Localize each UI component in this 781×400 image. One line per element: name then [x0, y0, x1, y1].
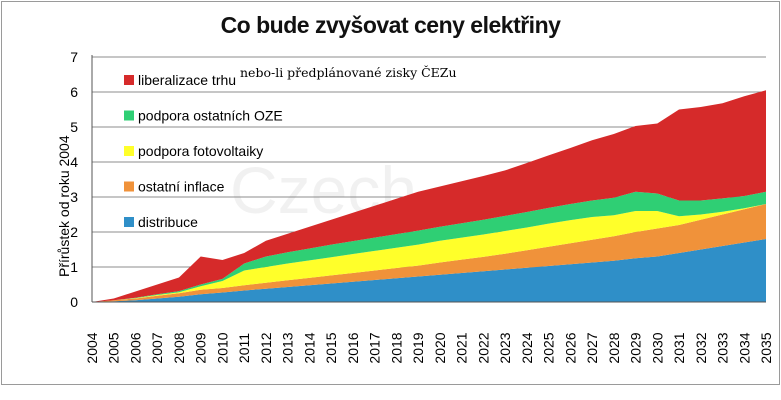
x-tick-label: 2025: [541, 332, 557, 363]
area-series-ostatni_inflace: [92, 204, 766, 302]
x-tick-label: 2032: [693, 332, 709, 363]
y-tick-labels: 0 1 2 3 4 5 6 7: [70, 49, 78, 310]
x-tick-labels: 2004 2005 2006 2007 2008 2009 2010 2011 2012 2013…: [84, 332, 774, 363]
x-tick-label: 2033: [715, 332, 731, 363]
area-series-liberalizace_trhu: [92, 90, 766, 302]
legend-swatch-distribuce: [124, 217, 134, 227]
area-series-group: [92, 90, 766, 302]
x-tick-label: 2024: [519, 332, 535, 363]
area-series-distribuce: [92, 239, 766, 302]
x-tick-label: 2034: [736, 332, 752, 363]
x-tick-label: 2022: [475, 332, 491, 363]
legend-label-ostatni_inflace: ostatní inflace: [138, 179, 225, 195]
area-series-podpora_fotovoltaiky: [92, 204, 766, 302]
legend-label-liberalizace_trhu: liberalizace trhu: [138, 72, 236, 88]
x-tick-label: 2027: [584, 332, 600, 363]
y-tick-label: 3: [70, 189, 78, 205]
x-tick-label: 2004: [84, 332, 100, 363]
x-tick-label: 2019: [410, 332, 426, 363]
legend-swatch-liberalizace_trhu: [124, 75, 134, 85]
x-tick-label: 2016: [345, 332, 361, 363]
x-tick-label: 2021: [454, 332, 470, 363]
y-tick-label: 5: [70, 119, 78, 135]
x-tick-label: 2035: [758, 332, 774, 363]
x-tick-label: 2030: [649, 332, 665, 363]
legend-swatch-podpora_ostatnich_oze: [124, 110, 134, 121]
x-tick-label: 2007: [149, 332, 165, 363]
x-tick-label: 2017: [367, 332, 383, 363]
x-tick-label: 2010: [214, 332, 230, 363]
x-tick-label: 2031: [671, 332, 687, 363]
x-tick-label: 2008: [171, 332, 187, 363]
y-axis-label: Přírůstek od roku 2004: [56, 135, 72, 277]
axes: [91, 55, 766, 303]
legend-swatch-ostatni_inflace: [124, 181, 134, 192]
x-tick-label: 2009: [193, 332, 209, 363]
x-tick-label: 2013: [280, 332, 296, 363]
x-tick-label: 2018: [388, 332, 404, 363]
legend-label-distribuce: distribuce: [138, 214, 198, 230]
x-tick-label: 2011: [236, 333, 252, 363]
annotation-text: nebo-li předplánované zisky ČEZu: [240, 64, 457, 80]
legend-swatch-podpora_fotovoltaiky: [124, 146, 134, 156]
x-tick-label: 2005: [106, 332, 122, 363]
y-tick-label: 0: [70, 294, 78, 310]
y-tick-label: 7: [70, 49, 78, 65]
x-tick-label: 2006: [127, 332, 143, 363]
y-tick-label: 2: [70, 224, 78, 240]
x-tick-label: 2020: [432, 332, 448, 363]
chart-title: Co bude zvyšovat ceny elektřiny: [220, 12, 561, 38]
x-tick-label: 2029: [628, 332, 644, 363]
y-tick-label: 6: [70, 84, 78, 100]
y-tick-label: 4: [70, 154, 78, 170]
y-tick-label: 1: [70, 259, 78, 275]
area-series-podpora_ostatnich_oze: [92, 191, 766, 302]
legend-label-podpora_fotovoltaiky: podpora fotovoltaiky: [138, 143, 263, 159]
x-tick-label: 2023: [497, 332, 513, 363]
x-tick-label: 2028: [606, 332, 622, 363]
x-tick-label: 2014: [301, 332, 317, 363]
x-tick-label: 2015: [323, 332, 339, 363]
legend-label-podpora_ostatnich_oze: podpora ostatních OZE: [138, 108, 283, 124]
legend: liberalizace trhu podpora ostatních OZE po…: [124, 72, 283, 230]
x-tick-label: 2012: [258, 332, 274, 363]
x-tick-label: 2026: [562, 332, 578, 363]
